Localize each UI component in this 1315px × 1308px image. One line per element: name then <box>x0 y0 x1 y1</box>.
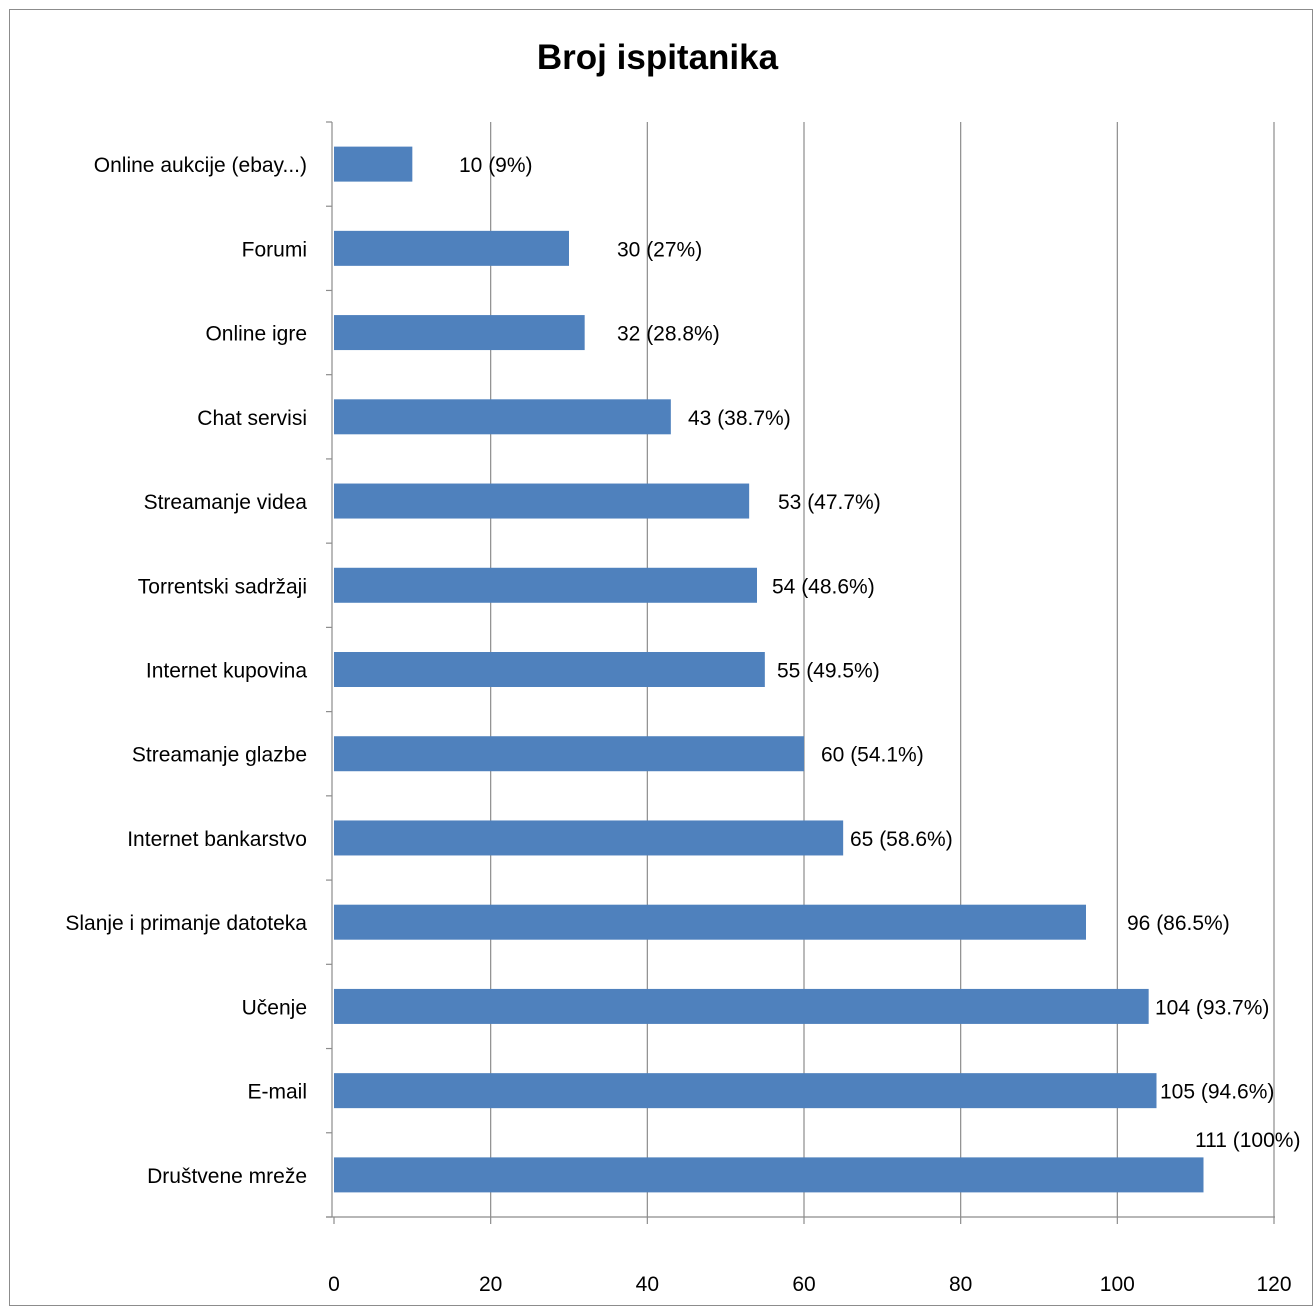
bar-7 <box>334 736 804 772</box>
data-label-5: 54 (48.6%) <box>772 575 875 598</box>
bar-1 <box>334 230 569 266</box>
data-label-10: 104 (93.7%) <box>1155 996 1269 1019</box>
category-label-4: Streamanje videa <box>144 491 308 514</box>
bar-2 <box>334 315 585 351</box>
data-label-2: 32 (28.8%) <box>617 323 720 346</box>
category-label-8: Internet bankarstvo <box>127 828 307 851</box>
data-label-3: 43 (38.7%) <box>688 407 791 430</box>
data-label-9: 96 (86.5%) <box>1127 912 1230 935</box>
category-label-1: Forumi <box>242 238 307 261</box>
category-label-2: Online igre <box>205 323 307 346</box>
bar-0 <box>334 146 413 182</box>
x-tick-label-3: 60 <box>792 1273 815 1296</box>
data-label-8: 65 (58.6%) <box>850 828 953 851</box>
x-tick-label-1: 20 <box>479 1273 502 1296</box>
data-label-1: 30 (27%) <box>617 238 702 261</box>
bar-9 <box>334 904 1086 940</box>
category-label-12: Društvene mreže <box>147 1165 307 1188</box>
bar-4 <box>334 483 750 519</box>
x-tick-label-6: 120 <box>1256 1273 1291 1296</box>
category-label-0: Online aukcije (ebay...) <box>94 154 307 177</box>
category-label-7: Streamanje glazbe <box>132 744 307 767</box>
category-label-3: Chat servisi <box>197 407 307 430</box>
bar-11 <box>334 1073 1157 1109</box>
category-label-11: E-mail <box>247 1081 307 1104</box>
bar-10 <box>334 988 1149 1024</box>
data-label-6: 55 (49.5%) <box>777 660 880 683</box>
data-label-12: 111 (100%) <box>1195 1129 1300 1152</box>
chart-title: Broj ispitanika <box>536 38 779 77</box>
x-tick-label-4: 80 <box>949 1273 972 1296</box>
category-label-6: Internet kupovina <box>146 660 307 683</box>
x-tick-label-2: 40 <box>636 1273 659 1296</box>
category-label-9: Slanje i primanje datoteka <box>65 912 307 935</box>
data-label-0: 10 (9%) <box>459 154 533 177</box>
bar-3 <box>334 399 671 435</box>
data-label-4: 53 (47.7%) <box>778 491 881 514</box>
x-tick-label-0: 0 <box>328 1273 340 1296</box>
bar-8 <box>334 820 844 856</box>
data-label-11: 105 (94.6%) <box>1160 1081 1274 1104</box>
bar-5 <box>334 567 757 603</box>
category-label-10: Učenje <box>242 996 307 1019</box>
x-tick-label-5: 100 <box>1100 1273 1135 1296</box>
category-label-5: Torrentski sadržaji <box>138 575 307 598</box>
data-label-7: 60 (54.1%) <box>821 744 924 767</box>
bar-6 <box>334 652 765 687</box>
bar-12 <box>334 1157 1204 1193</box>
